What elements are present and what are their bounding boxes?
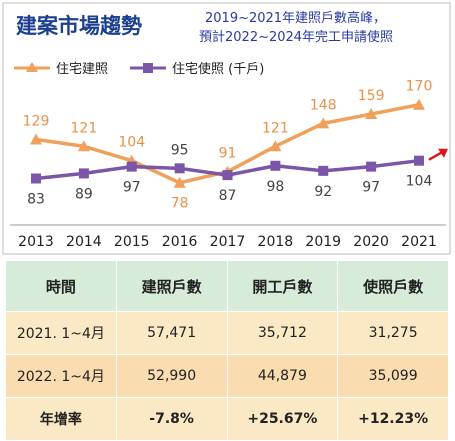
data-point-series-1 bbox=[269, 140, 282, 152]
data-label-series-1: 91 bbox=[219, 146, 237, 162]
data-point-series-2 bbox=[222, 170, 233, 181]
table-cell: 35,712 bbox=[226, 311, 339, 355]
chart-subtitle-line-1: 2019~2021年建照戶數高峰， bbox=[205, 10, 386, 26]
table-cell: 35,099 bbox=[337, 354, 449, 398]
table-row: 2021. 1~4月 57,471 35,712 31,275 bbox=[5, 311, 449, 355]
table-header-building-permits: 建照戶數 bbox=[115, 260, 228, 312]
data-point-series-2 bbox=[174, 163, 185, 174]
x-tick-label: 2015 bbox=[114, 234, 150, 250]
table-cell: 31,275 bbox=[337, 311, 449, 355]
x-tick-label: 2021 bbox=[401, 234, 437, 250]
data-label-series-2: 98 bbox=[266, 179, 284, 195]
table-cell-growth-positive: +25.67% bbox=[226, 397, 339, 441]
x-tick-label: 2018 bbox=[258, 234, 294, 250]
legend-label-series-2: 住宅使照 (千戶) bbox=[172, 61, 264, 77]
table-cell: 57,471 bbox=[115, 311, 228, 355]
data-label-series-2: 92 bbox=[314, 184, 332, 200]
legend-marker-series-1 bbox=[26, 62, 38, 72]
data-label-series-2: 83 bbox=[27, 191, 45, 207]
table-row: 年增率 -7.8% +25.67% +12.23% bbox=[5, 397, 449, 441]
data-point-series-2 bbox=[270, 160, 281, 171]
data-point-series-1 bbox=[413, 98, 425, 110]
x-tick-label: 2013 bbox=[18, 234, 54, 250]
table-cell-growth-negative: -7.8% bbox=[115, 397, 228, 441]
data-label-series-2: 87 bbox=[219, 188, 237, 204]
summary-table: 時間 建照戶數 開工戶數 使照戶數 2021. 1~4月 57,471 35,7… bbox=[5, 260, 449, 441]
data-point-series-2 bbox=[414, 155, 424, 166]
table-cell-growth-positive: +12.23% bbox=[337, 397, 449, 441]
table-row: 2022. 1~4月 52,990 44,879 35,099 bbox=[5, 354, 449, 398]
table-cell: 2022. 1~4月 bbox=[5, 354, 117, 398]
x-tick-label: 2019 bbox=[305, 234, 341, 250]
table-cell: 2021. 1~4月 bbox=[5, 311, 117, 355]
data-label-series-1: 121 bbox=[262, 120, 289, 136]
data-point-series-2 bbox=[318, 165, 329, 176]
table-header-row: 時間 建照戶數 開工戶數 使照戶數 bbox=[5, 260, 449, 312]
data-label-series-1: 159 bbox=[358, 88, 385, 104]
legend: 住宅建照 住宅使照 (千戶) bbox=[14, 61, 264, 77]
data-label-series-2: 97 bbox=[362, 180, 380, 196]
trend-arrow-head bbox=[438, 148, 448, 158]
data-point-series-1 bbox=[173, 176, 186, 188]
data-label-series-1: 104 bbox=[118, 135, 145, 151]
trend-arrow-shaft bbox=[428, 150, 444, 161]
data-label-series-2: 89 bbox=[75, 186, 93, 202]
x-tick-label: 2017 bbox=[210, 234, 246, 250]
chart-frame bbox=[2, 2, 451, 255]
data-label-series-1: 78 bbox=[171, 196, 189, 212]
data-point-series-2 bbox=[126, 161, 137, 172]
table-header-construction-starts: 開工戶數 bbox=[226, 260, 339, 312]
table-cell: 44,879 bbox=[226, 354, 339, 398]
x-tick-label: 2014 bbox=[66, 234, 102, 250]
data-point-series-2 bbox=[31, 173, 41, 184]
data-label-series-2: 97 bbox=[123, 180, 141, 196]
x-tick-label: 2016 bbox=[162, 234, 198, 250]
data-label-series-1: 170 bbox=[406, 79, 433, 95]
chart-panel: 建案市場趨勢 2019~2021年建照戶數高峰， 預計2022~2024年完工申… bbox=[2, 2, 451, 255]
legend-marker-series-2 bbox=[143, 63, 153, 73]
data-point-series-1 bbox=[317, 117, 330, 129]
data-point-series-1 bbox=[77, 140, 90, 152]
table-cell: 52,990 bbox=[115, 354, 228, 398]
legend-label-series-1: 住宅建照 bbox=[56, 62, 108, 77]
chart-title: 建案市場趨勢 bbox=[16, 14, 142, 38]
data-label-series-1: 148 bbox=[310, 97, 337, 113]
data-label-series-2: 95 bbox=[171, 142, 189, 158]
table-header-occupancy-permits: 使照戶數 bbox=[337, 260, 449, 312]
data-label-series-2: 104 bbox=[406, 174, 433, 190]
data-label-series-1: 121 bbox=[71, 120, 98, 136]
table-cell: 年增率 bbox=[5, 397, 117, 441]
line-chart: 建案市場趨勢 2019~2021年建照戶數高峰， 預計2022~2024年完工申… bbox=[2, 2, 451, 255]
data-point-series-1 bbox=[30, 133, 42, 145]
data-point-series-2 bbox=[366, 161, 377, 172]
chart-marks: 2013 2014 2015 2016 2017 2018 2019 2020 2021 129 1… bbox=[18, 79, 448, 250]
table-header-time: 時間 bbox=[5, 260, 117, 312]
data-point-series-2 bbox=[78, 168, 89, 179]
chart-subtitle-line-2: 預計2022~2024年完工申請使照 bbox=[199, 29, 393, 45]
x-tick-label: 2020 bbox=[353, 234, 389, 250]
data-point-series-1 bbox=[365, 108, 378, 120]
data-label-series-1: 129 bbox=[23, 113, 50, 129]
